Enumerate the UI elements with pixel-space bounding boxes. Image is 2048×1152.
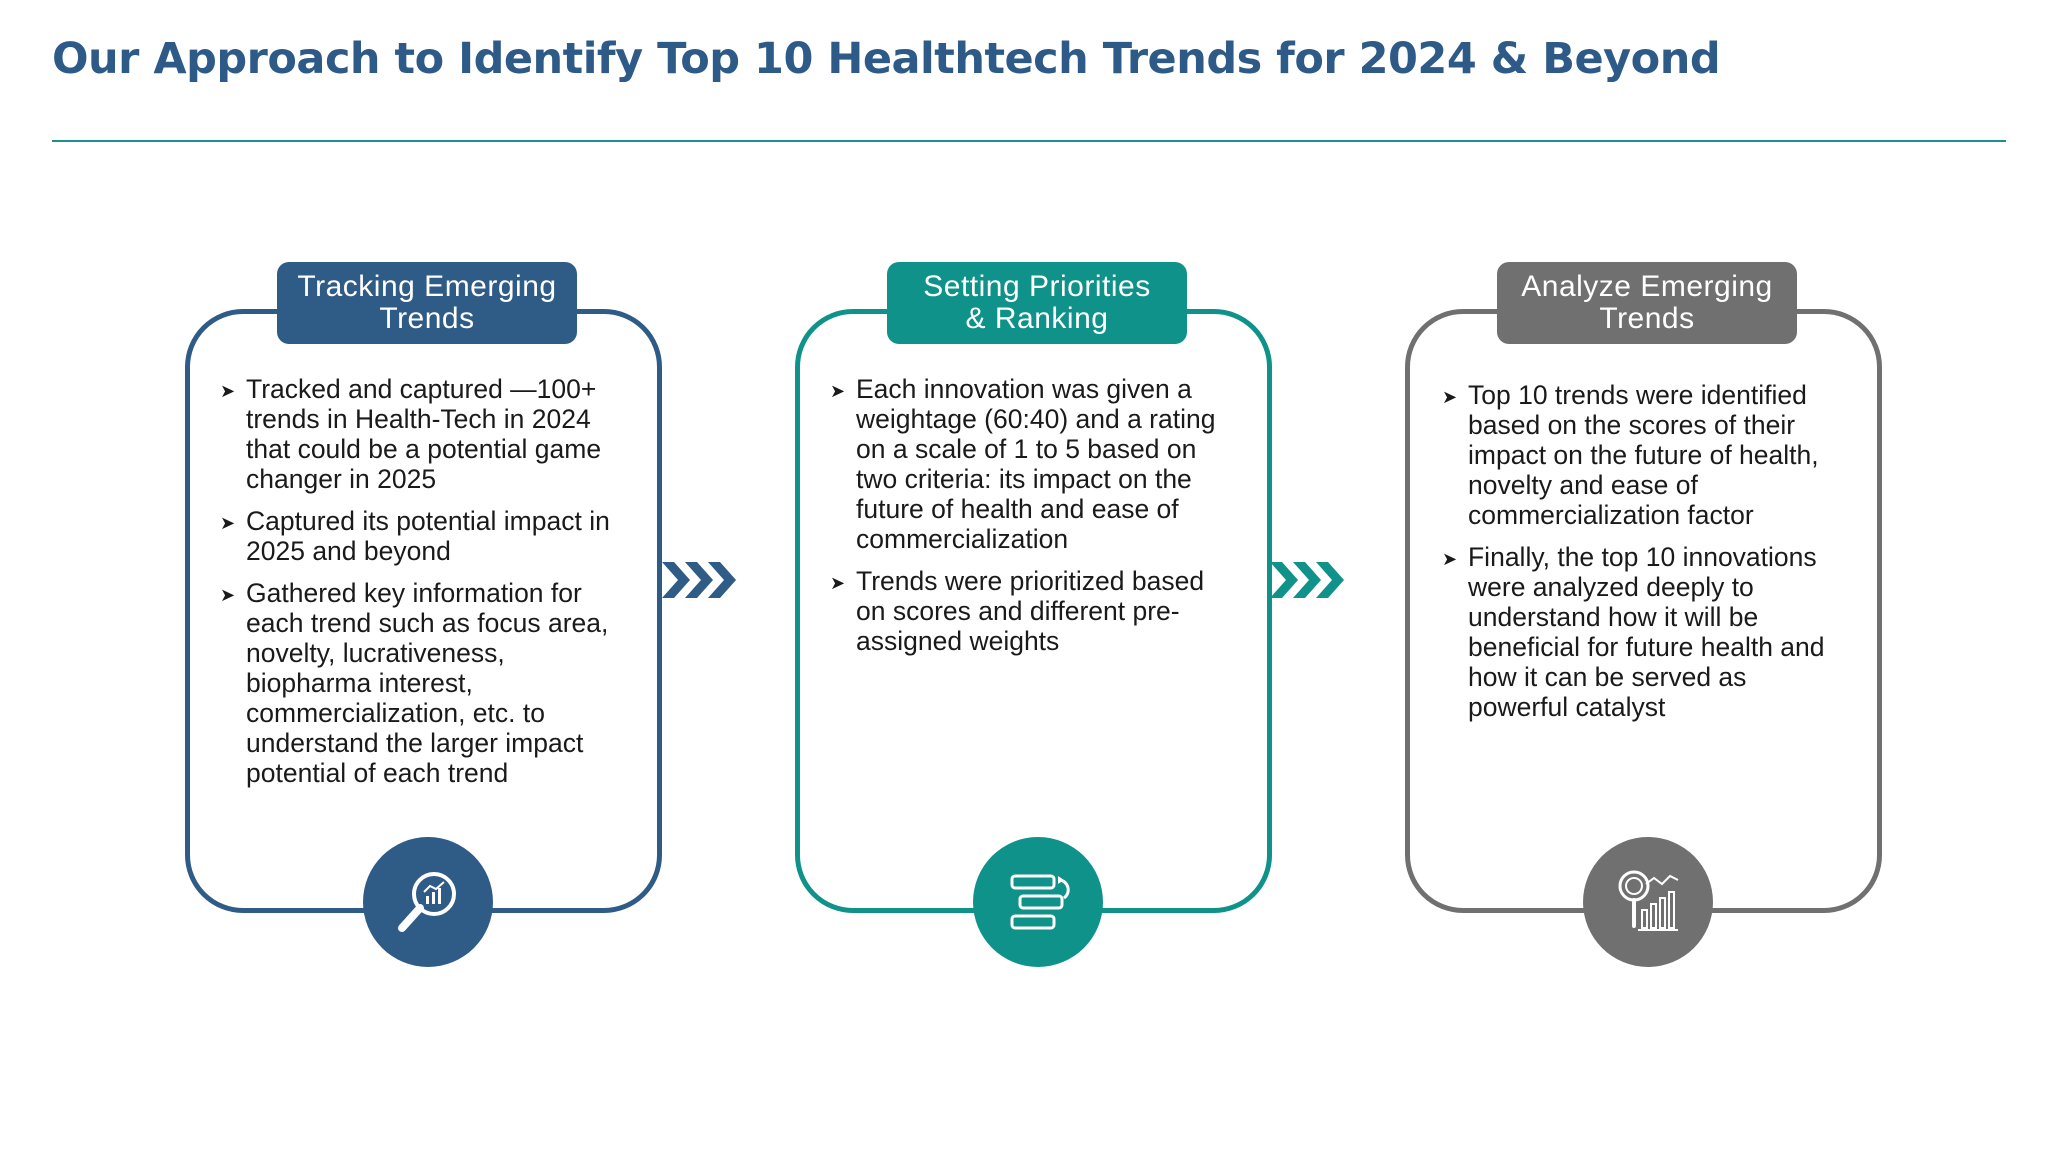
bullet-item: ➤ Finally, the top 10 innovations were an…: [1442, 542, 1825, 722]
bullet-arrow-icon: ➤: [220, 585, 236, 605]
analysis-chart-icon: [1583, 837, 1713, 967]
step-bullets-priorities: ➤ Each innovation was given a weightage (…: [830, 374, 1235, 668]
next-step-chevrons-icon: [1270, 562, 1344, 598]
bullet-item: ➤ Tracked and captured —100+ trends in He…: [220, 374, 602, 494]
bullet-arrow-icon: ➤: [830, 573, 846, 593]
bullet-arrow-icon: ➤: [830, 381, 846, 401]
step-bullets-analyze: ➤ Top 10 trends were identified based on …: [1442, 380, 1847, 734]
bullet-arrow-icon: ➤: [220, 513, 236, 533]
bullet-item: ➤ Captured its potential impact in 2025 a…: [220, 506, 610, 566]
bullet-item: ➤ Each innovation was given a weightage (…: [830, 374, 1216, 554]
step-bullets-tracking: ➤ Tracked and captured —100+ trends in He…: [220, 374, 625, 800]
title-divider: [52, 140, 2006, 142]
bullet-item: ➤ Top 10 trends were identified based on …: [1442, 380, 1819, 530]
step-heading-tracking: Tracking Emerging Trends: [277, 262, 577, 344]
bullet-arrow-icon: ➤: [1442, 387, 1458, 407]
bullet-arrow-icon: ➤: [1442, 549, 1458, 569]
magnifier-chart-icon: [363, 837, 493, 967]
ranking-bars-icon: [973, 837, 1103, 967]
bullet-arrow-icon: ➤: [220, 381, 236, 401]
step-heading-priorities: Setting Priorities & Ranking: [887, 262, 1187, 344]
step-heading-analyze: Analyze Emerging Trends: [1497, 262, 1797, 344]
bullet-item: ➤ Gathered key information for each trend…: [220, 578, 609, 788]
page-title: Our Approach to Identify Top 10 Healthte…: [52, 34, 1721, 84]
bullet-item: ➤ Trends were prioritized based on scores…: [830, 566, 1205, 656]
next-step-chevrons-icon: [662, 562, 736, 598]
